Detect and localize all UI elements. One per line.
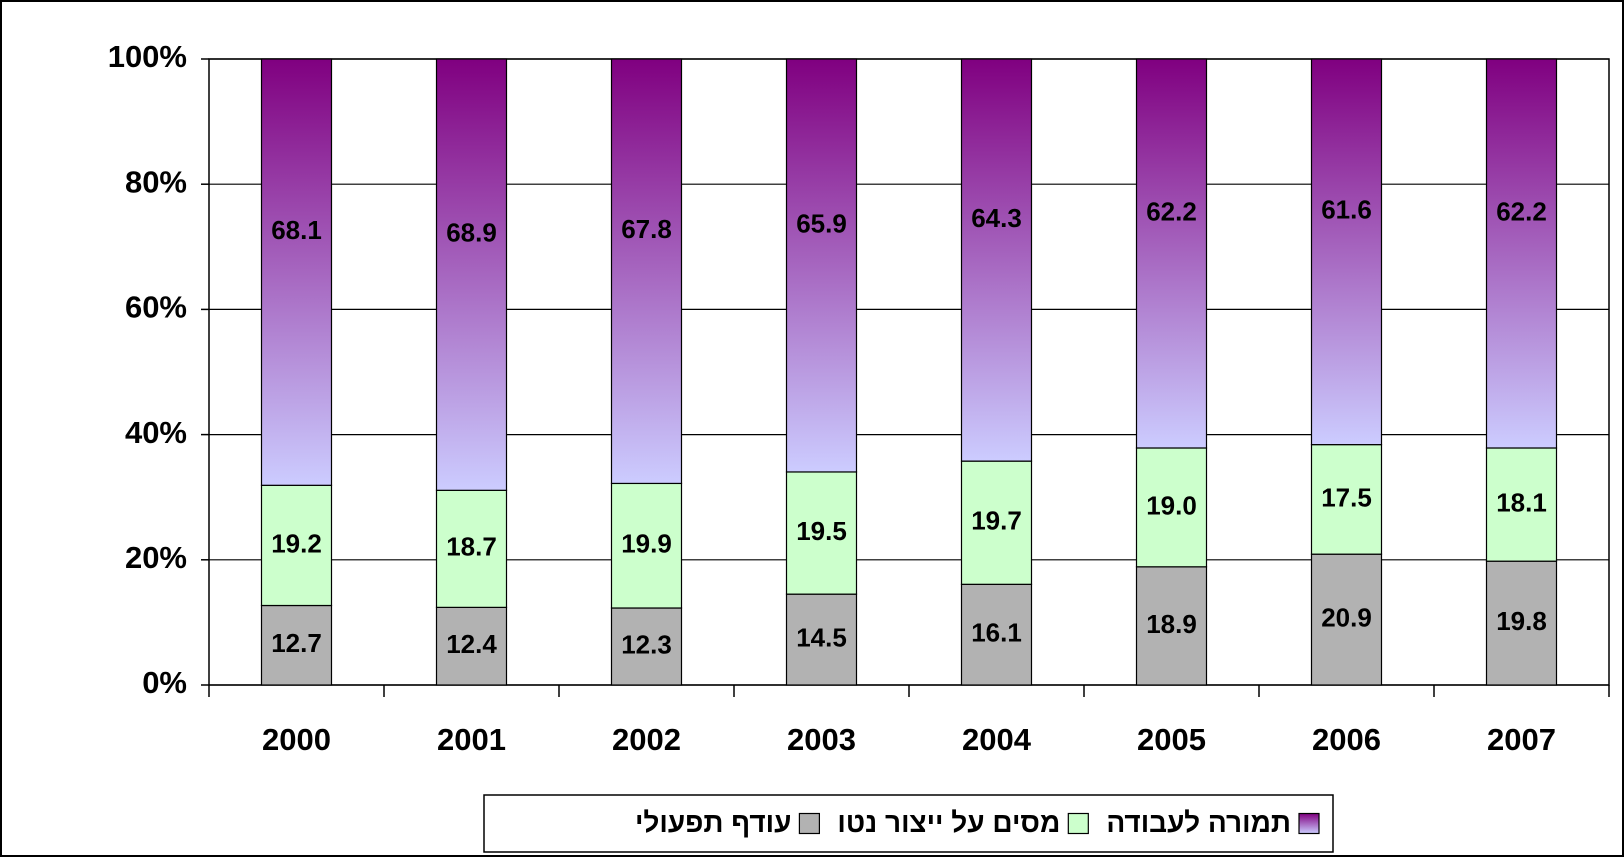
data-label: 17.5 xyxy=(1321,482,1372,512)
y-tick-label: 80% xyxy=(125,164,187,199)
x-tick-label: 2001 xyxy=(437,722,506,757)
bar-segment xyxy=(1310,58,1383,446)
data-label: 19.9 xyxy=(621,529,672,559)
legend-swatch xyxy=(1067,812,1089,835)
legend-swatch xyxy=(1298,812,1320,835)
x-tick-label: 2000 xyxy=(262,722,331,757)
data-label: 61.6 xyxy=(1321,195,1372,225)
legend-label: מסים על ייצור נטו xyxy=(837,807,1060,838)
data-label: 62.2 xyxy=(1496,196,1547,226)
bar-segment xyxy=(1135,58,1208,449)
data-label: 19.0 xyxy=(1146,490,1197,520)
legend-label: עודף תפעולי xyxy=(635,807,791,838)
x-tick-label: 2004 xyxy=(962,722,1032,757)
bar-segment xyxy=(435,58,508,491)
y-tick-label: 40% xyxy=(125,415,187,450)
data-label: 68.1 xyxy=(271,215,322,245)
bar-segment xyxy=(1310,444,1383,555)
bar-segment xyxy=(260,58,333,486)
bar-segment xyxy=(610,58,683,485)
y-tick-label: 20% xyxy=(125,540,187,575)
x-tick-label: 2002 xyxy=(612,722,681,757)
y-tick-label: 0% xyxy=(142,665,187,700)
legend-label: תמורה לעבודה xyxy=(1106,807,1291,838)
y-tick-label: 100% xyxy=(108,39,187,74)
legend-box xyxy=(483,794,1334,853)
bar-segment xyxy=(610,482,683,609)
bar-segment xyxy=(960,58,1033,462)
data-label: 12.7 xyxy=(271,628,322,658)
bar-segment xyxy=(1485,58,1558,449)
bar-segment xyxy=(785,593,858,686)
bar-segment xyxy=(610,607,683,686)
data-label: 67.8 xyxy=(621,214,672,244)
data-label: 19.8 xyxy=(1496,606,1547,636)
data-label: 16.1 xyxy=(971,618,1022,648)
data-label: 12.4 xyxy=(446,629,497,659)
data-label: 12.3 xyxy=(621,629,672,659)
bar-segment xyxy=(1485,447,1558,562)
bar-segment xyxy=(435,489,508,608)
data-label: 20.9 xyxy=(1321,602,1372,632)
y-tick-label: 60% xyxy=(125,290,187,325)
data-label: 18.7 xyxy=(446,532,497,562)
data-label: 62.2 xyxy=(1146,196,1197,226)
data-label: 65.9 xyxy=(796,208,847,238)
data-label: 19.5 xyxy=(796,516,847,546)
bar-segment xyxy=(260,604,333,686)
x-tick-label: 2005 xyxy=(1137,722,1206,757)
data-label: 64.3 xyxy=(971,203,1022,233)
x-tick-label: 2003 xyxy=(787,722,856,757)
legend-swatch xyxy=(798,812,821,835)
data-label: 14.5 xyxy=(796,622,847,652)
data-label: 18.9 xyxy=(1146,609,1197,639)
bar-segment xyxy=(1485,560,1558,686)
x-tick-label: 2007 xyxy=(1487,722,1556,757)
x-tick-label: 2006 xyxy=(1312,722,1381,757)
data-label: 68.9 xyxy=(446,218,497,248)
data-label: 19.2 xyxy=(271,528,322,558)
data-label: 18.1 xyxy=(1496,487,1547,517)
bar-segment xyxy=(1310,553,1383,686)
plot-area xyxy=(208,58,1610,686)
bar-segment xyxy=(960,583,1033,686)
bar-segment xyxy=(785,58,858,473)
data-label: 19.7 xyxy=(971,506,1022,536)
bar-segment xyxy=(785,471,858,595)
